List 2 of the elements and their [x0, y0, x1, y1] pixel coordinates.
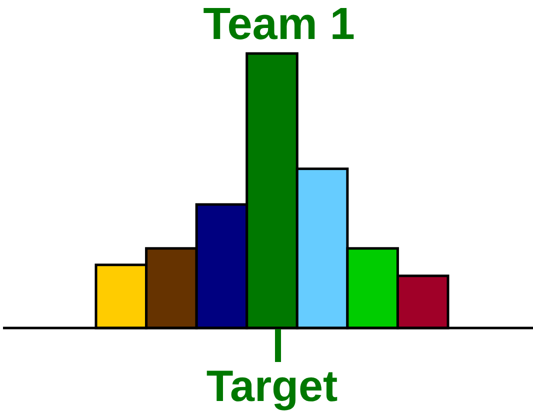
text: Target — [206, 362, 338, 411]
chart-title: Team 1 — [203, 0, 355, 49]
